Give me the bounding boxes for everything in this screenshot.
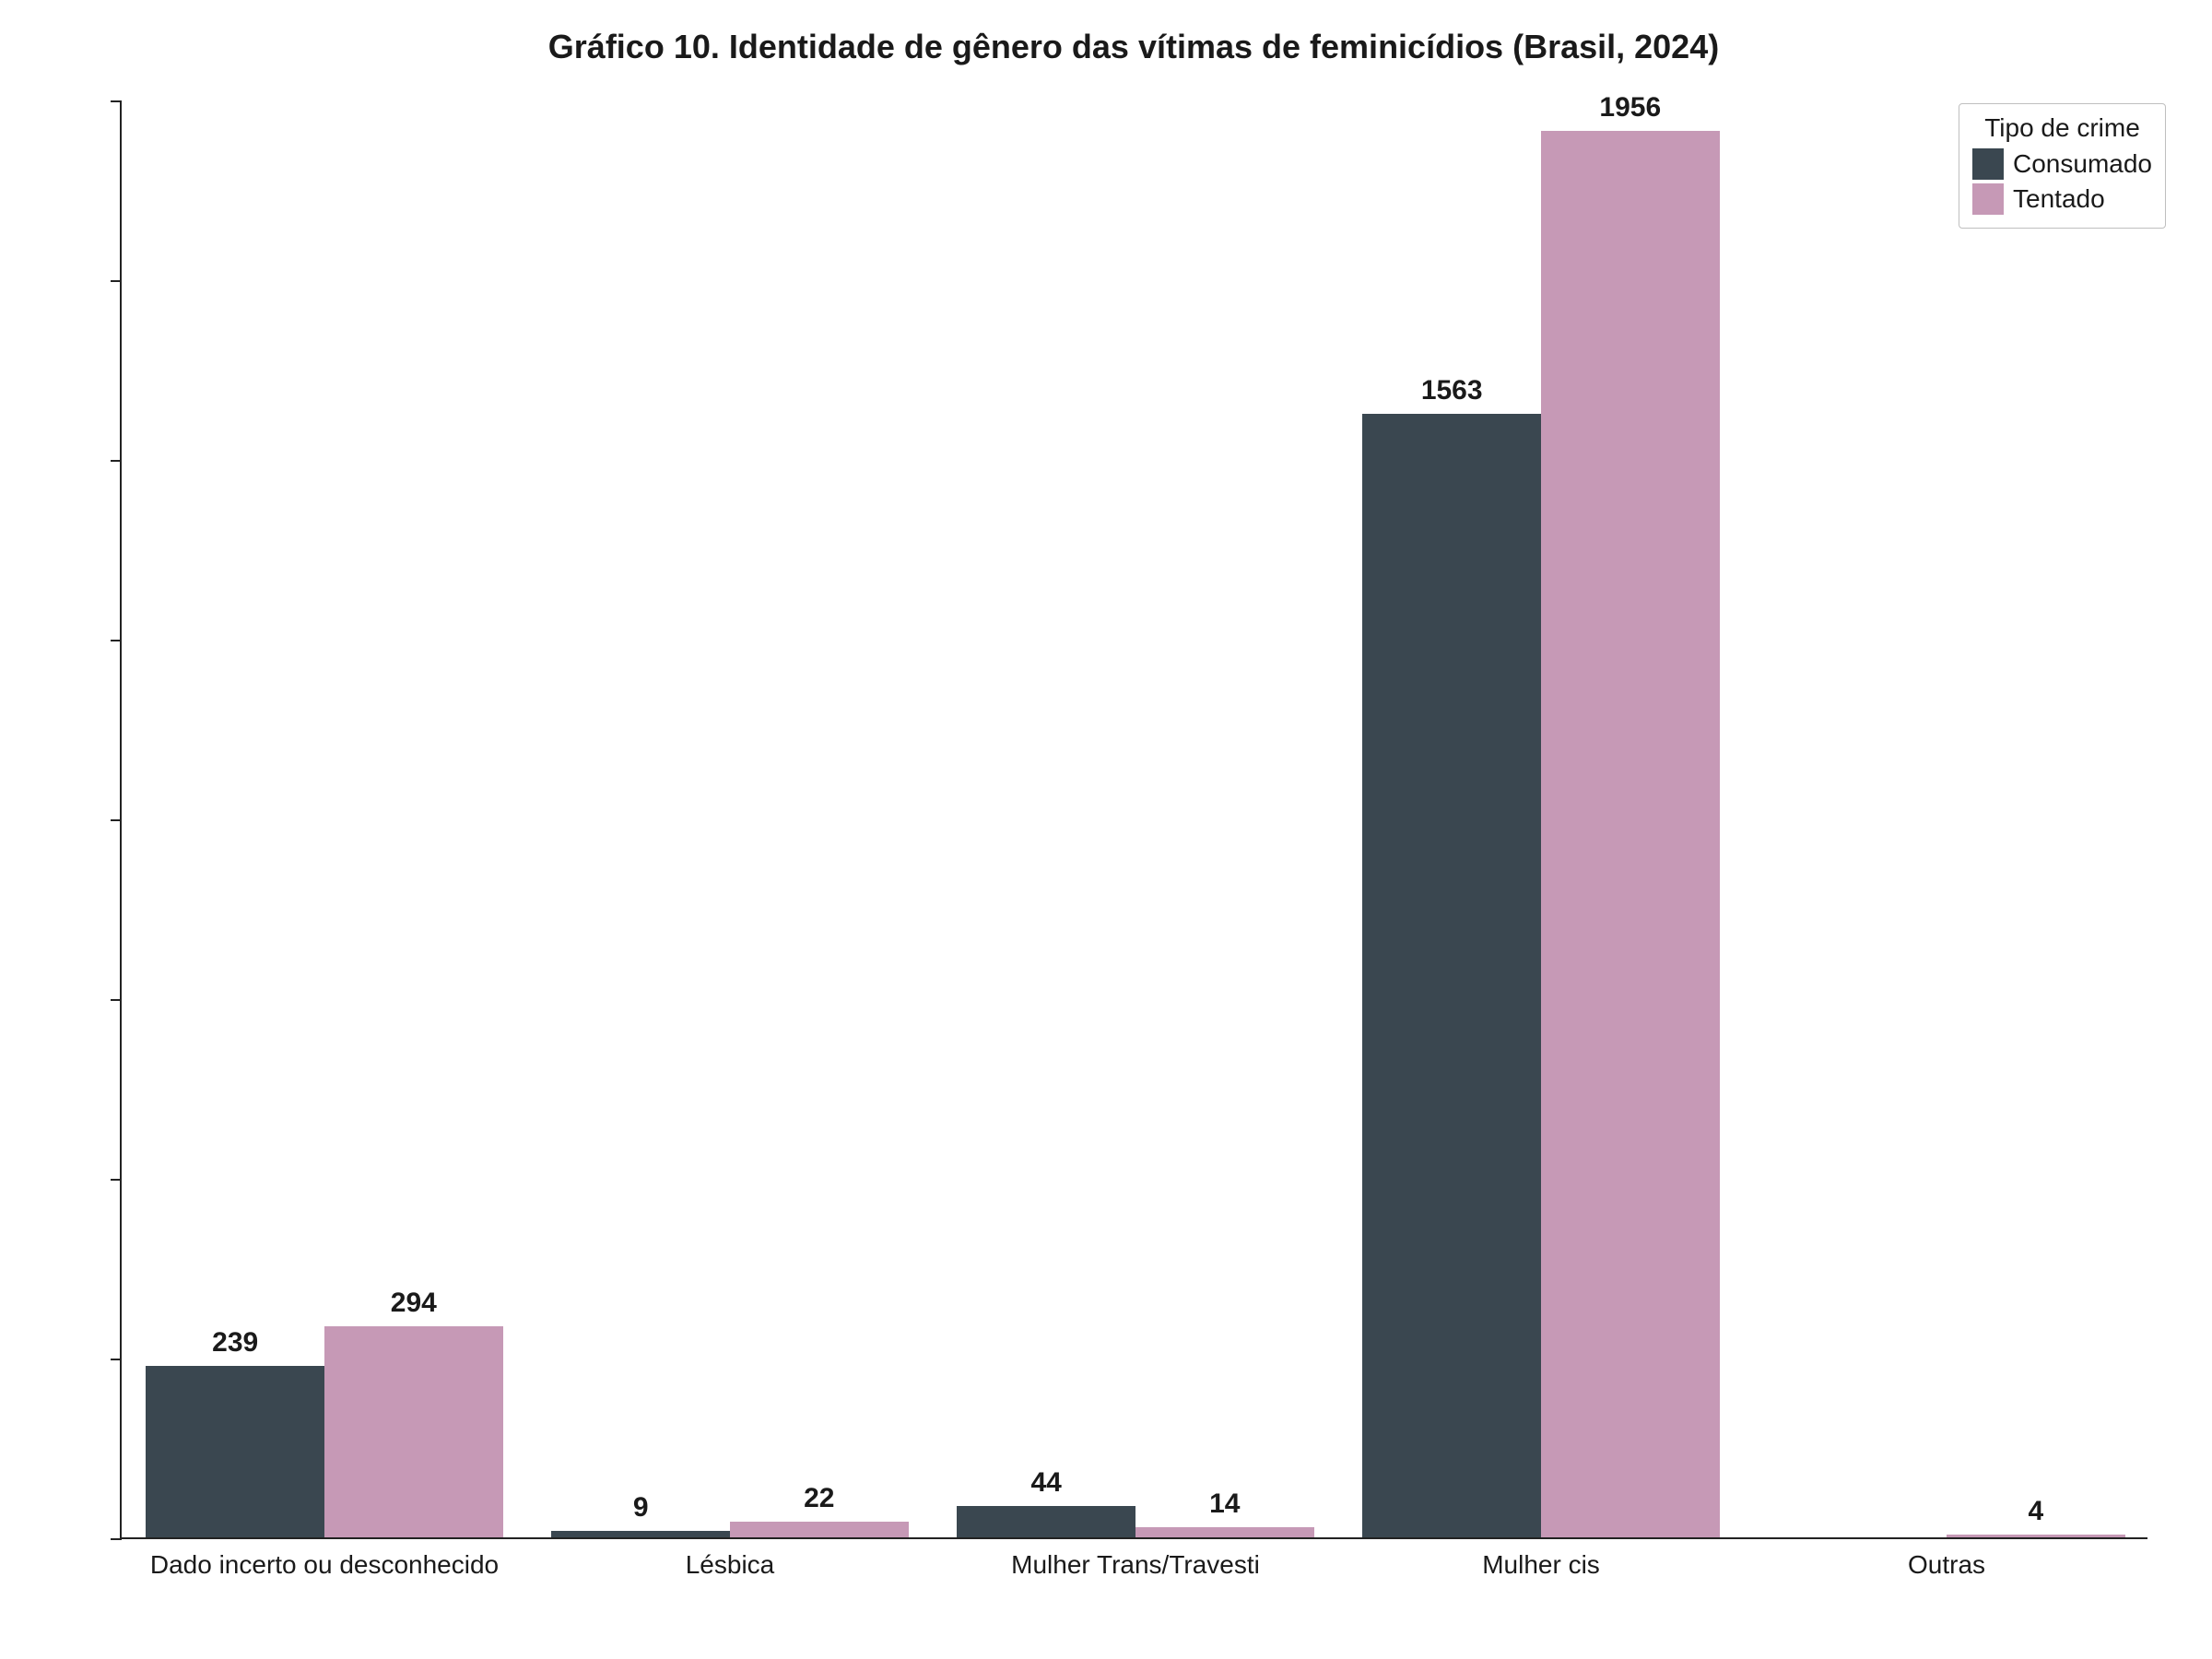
x-category-label: Outras (1744, 1550, 2149, 1580)
legend-title: Tipo de crime (1972, 113, 2152, 143)
bar-value-label: 1563 (1396, 375, 1507, 406)
y-tick (111, 819, 122, 821)
chart-container: Gráfico 10. Identidade de gênero das vít… (83, 28, 2184, 1631)
bar (324, 1326, 503, 1537)
y-tick (111, 640, 122, 641)
chart-title: Gráfico 10. Identidade de gênero das vít… (83, 28, 2184, 66)
legend-item: Tentado (1972, 183, 2152, 215)
legend: Tipo de crime Consumado Tentado (1959, 103, 2166, 229)
legend-label: Consumado (2013, 149, 2152, 179)
y-tick (111, 100, 122, 102)
bar (1135, 1527, 1314, 1537)
bar (1541, 131, 1720, 1537)
bar-value-label: 4 (1981, 1496, 2091, 1527)
bar (1947, 1535, 2125, 1537)
bar-value-label: 22 (764, 1483, 875, 1514)
x-category-label: Lésbica (527, 1550, 933, 1580)
x-category-label: Mulher Trans/Travesti (933, 1550, 1338, 1580)
bar-value-label: 9 (585, 1492, 696, 1524)
plot-area: 239294Dado incerto ou desconhecido922Lés… (120, 101, 2147, 1539)
bar-value-label: 44 (991, 1467, 1101, 1499)
y-tick (111, 460, 122, 462)
x-category-label: Mulher cis (1338, 1550, 1744, 1580)
bar (730, 1522, 909, 1537)
bar-value-label: 14 (1170, 1488, 1280, 1520)
legend-label: Tentado (2013, 184, 2105, 214)
y-tick (111, 1538, 122, 1540)
legend-swatch (1972, 183, 2004, 215)
bar-value-label: 239 (180, 1327, 290, 1359)
y-tick (111, 280, 122, 282)
bar (1362, 414, 1541, 1537)
legend-item: Consumado (1972, 148, 2152, 180)
y-tick (111, 999, 122, 1001)
bar (551, 1531, 730, 1537)
bar-value-label: 294 (359, 1288, 469, 1319)
y-tick (111, 1179, 122, 1181)
x-category-label: Dado incerto ou desconhecido (122, 1550, 527, 1580)
bar (146, 1366, 324, 1537)
y-tick (111, 1359, 122, 1360)
bar (957, 1506, 1135, 1537)
bar-value-label: 1956 (1575, 92, 1686, 124)
legend-swatch (1972, 148, 2004, 180)
